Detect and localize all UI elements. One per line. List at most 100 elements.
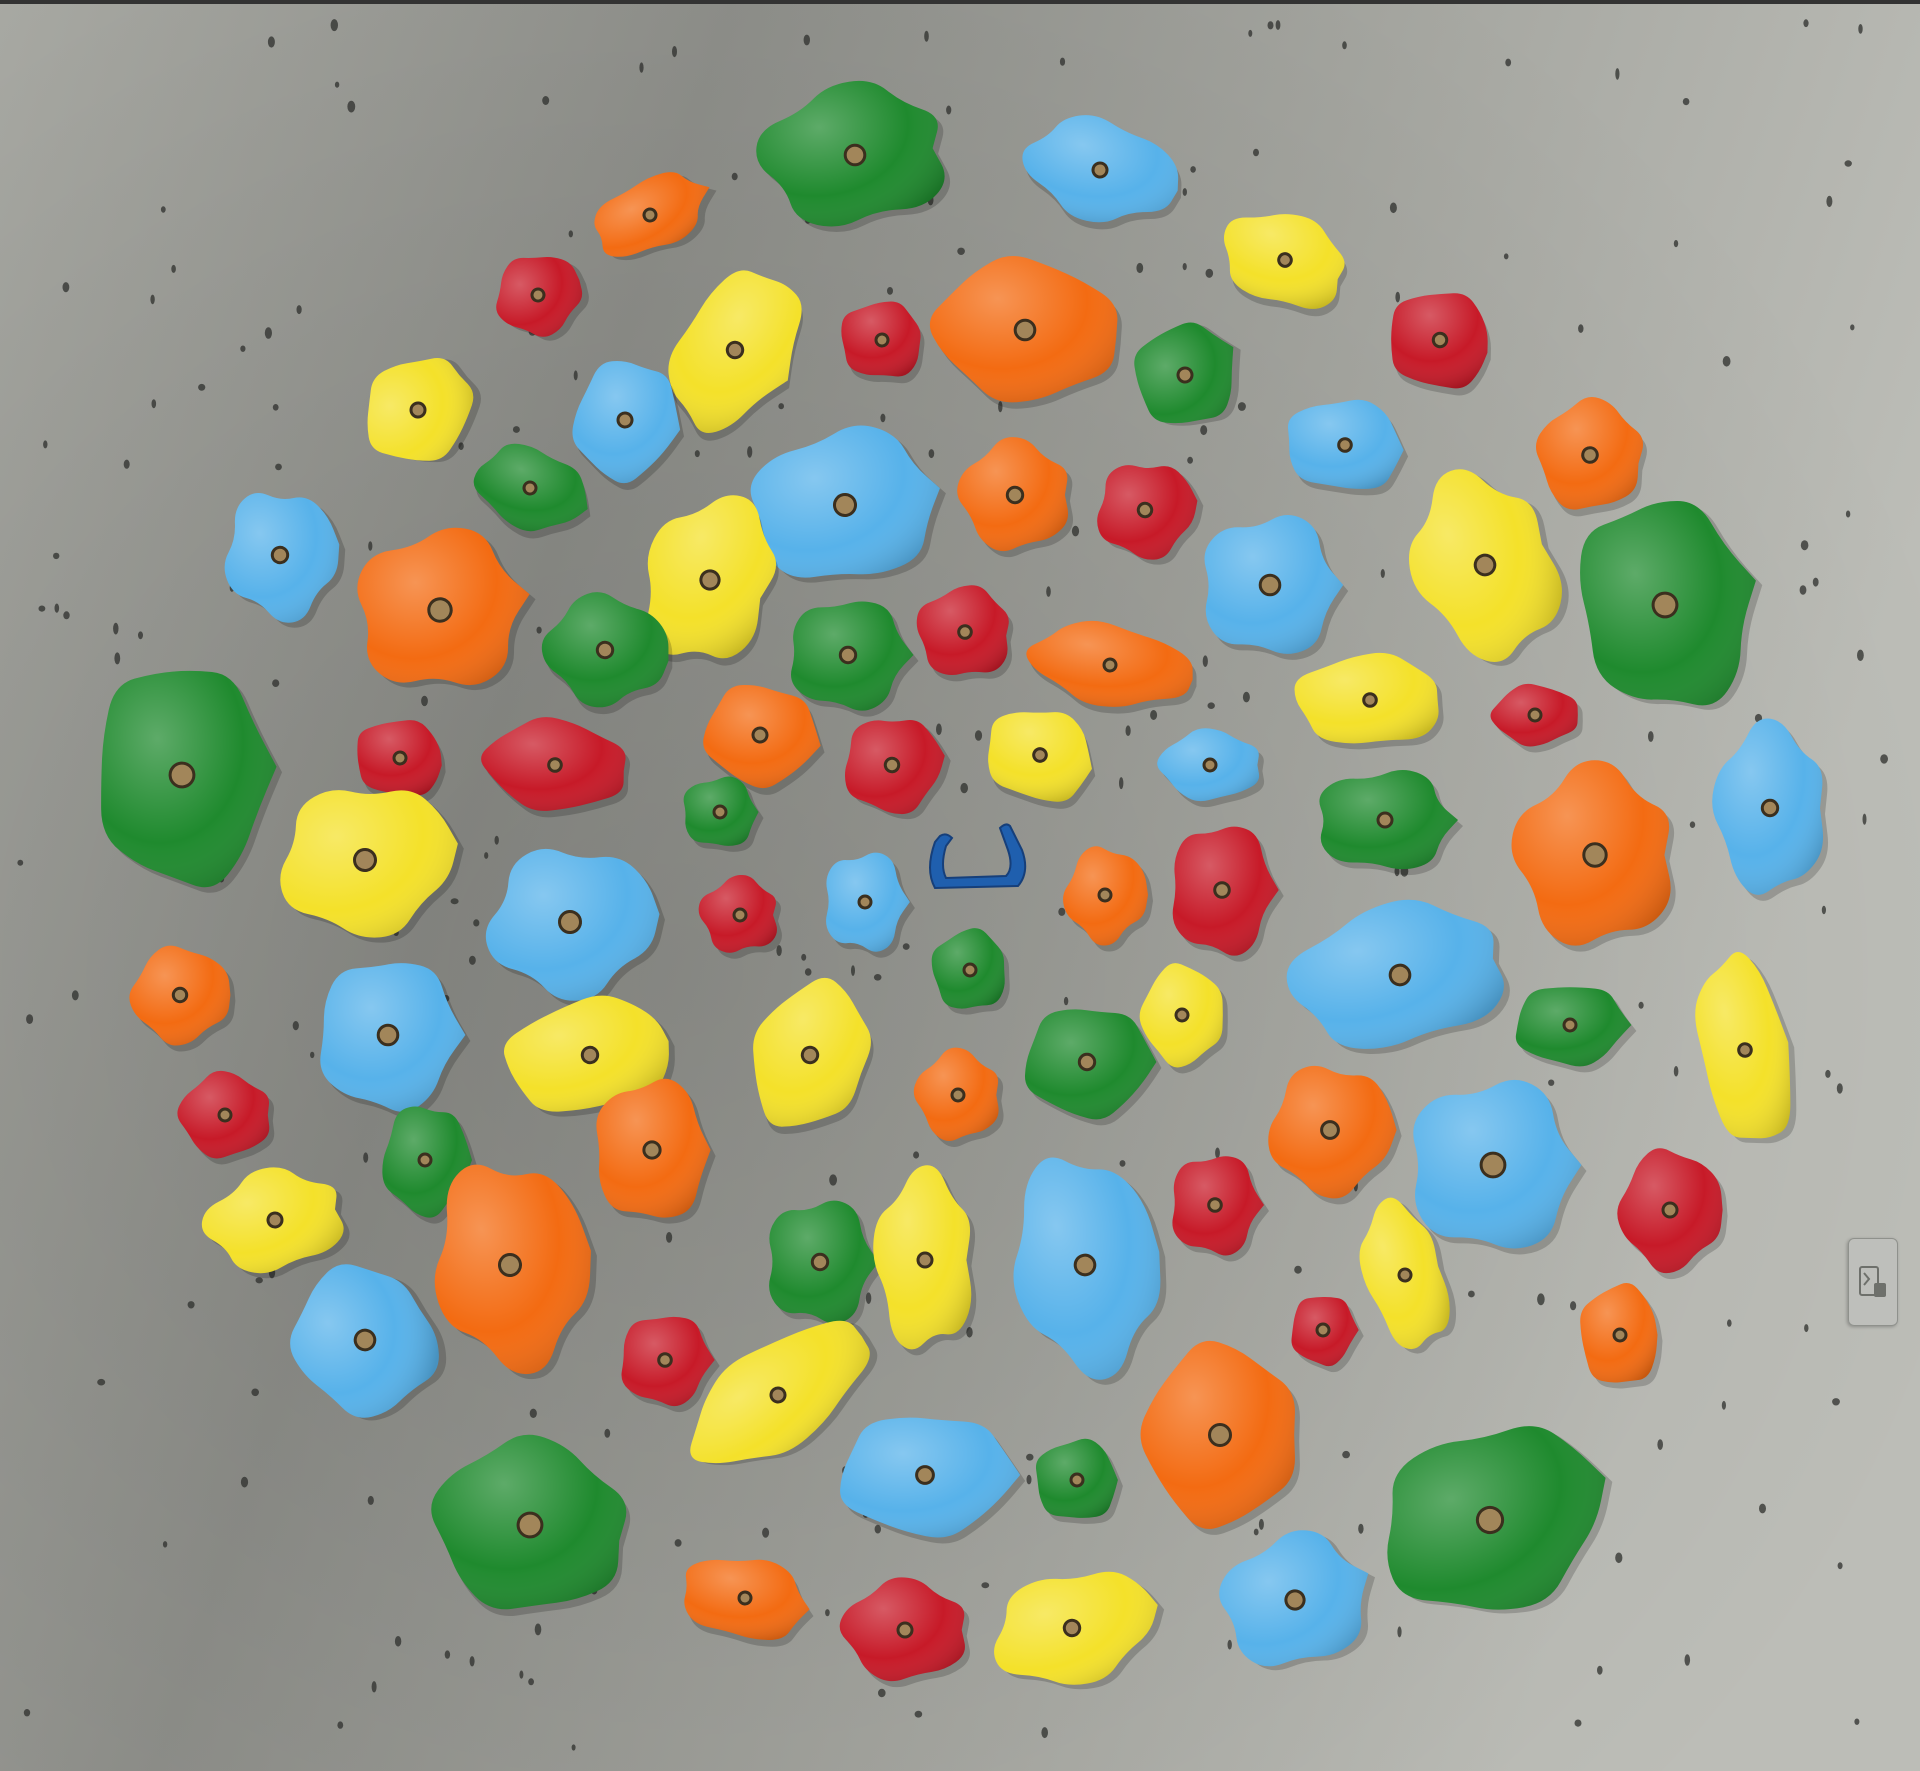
wall-hole bbox=[1200, 425, 1208, 436]
hold-orange bbox=[1026, 620, 1197, 714]
bolt-icon bbox=[1073, 1253, 1097, 1277]
wall-hole bbox=[394, 1636, 402, 1647]
bolt-icon bbox=[217, 1107, 233, 1123]
bolt-icon bbox=[1661, 1201, 1679, 1219]
wall-hole bbox=[187, 1301, 195, 1309]
hold-red bbox=[1391, 293, 1491, 396]
bolt-icon bbox=[1582, 842, 1608, 868]
wall-hole bbox=[1380, 569, 1385, 578]
wall-hole bbox=[1836, 1083, 1843, 1094]
hold-blue bbox=[485, 848, 665, 1007]
hold-orange bbox=[357, 527, 536, 691]
hold-green bbox=[1024, 1009, 1162, 1126]
bolt-icon bbox=[833, 493, 857, 517]
hold-red bbox=[1172, 826, 1284, 962]
wall-hole bbox=[1059, 57, 1066, 66]
hold-green bbox=[931, 928, 1010, 1015]
wall-hole bbox=[804, 968, 812, 976]
bolt-icon bbox=[657, 1352, 673, 1368]
hold-blue bbox=[1286, 899, 1510, 1054]
wall-hole bbox=[240, 1476, 249, 1488]
wall-hole bbox=[1063, 996, 1069, 1006]
bolt-icon bbox=[1013, 318, 1037, 342]
wall-hole bbox=[458, 442, 464, 451]
wall-hole bbox=[23, 1709, 31, 1717]
bolt-icon bbox=[1091, 161, 1109, 179]
hold-orange bbox=[1536, 396, 1647, 517]
wall-hole bbox=[880, 413, 886, 423]
hold-red bbox=[1097, 465, 1204, 565]
bolt-icon bbox=[712, 804, 728, 820]
wall-hole bbox=[1570, 1301, 1577, 1311]
wall-hole bbox=[160, 206, 166, 213]
wall-hole bbox=[639, 62, 644, 73]
bolt-icon bbox=[962, 962, 978, 978]
wall-hole bbox=[936, 723, 942, 736]
bolt-icon bbox=[168, 761, 196, 789]
bolt-icon bbox=[270, 545, 290, 565]
wall-hole bbox=[878, 1688, 886, 1698]
wall-hole bbox=[63, 611, 70, 620]
wall-hole bbox=[113, 622, 119, 635]
wall-hole bbox=[1389, 202, 1397, 214]
wall-hole bbox=[1721, 1400, 1726, 1410]
wall-hole bbox=[914, 1710, 923, 1718]
bolt-icon bbox=[950, 1087, 966, 1103]
wall-hole bbox=[1673, 1066, 1679, 1077]
wall-hole bbox=[337, 1721, 344, 1729]
wall-hole bbox=[1125, 725, 1131, 736]
hold-blue bbox=[1712, 718, 1829, 901]
hold-red bbox=[845, 720, 951, 820]
bolt-icon bbox=[1562, 1017, 1578, 1033]
wall-hole bbox=[469, 1656, 475, 1667]
hold-green bbox=[756, 80, 951, 233]
hold-orange bbox=[703, 684, 825, 795]
wall-hole bbox=[1503, 253, 1509, 260]
wall-hole bbox=[1689, 821, 1696, 828]
side-widget-button[interactable] bbox=[1848, 1238, 1898, 1326]
bolt-icon bbox=[737, 1590, 753, 1606]
hold-blue bbox=[1157, 728, 1265, 808]
bolt-icon bbox=[427, 597, 453, 623]
wall-hole bbox=[26, 1014, 34, 1024]
wall-hole bbox=[1237, 402, 1246, 411]
bolt-icon bbox=[1337, 437, 1353, 453]
bolt-icon bbox=[522, 480, 538, 496]
wall-hole bbox=[666, 1232, 673, 1243]
wall-hole bbox=[1190, 166, 1196, 173]
bolt-icon bbox=[915, 1465, 935, 1485]
bolt-icon bbox=[1388, 963, 1412, 987]
hold-blue bbox=[290, 1264, 447, 1421]
bolt-icon bbox=[1479, 1151, 1507, 1179]
hold-yellow bbox=[994, 1571, 1165, 1690]
bolt-icon bbox=[800, 1045, 820, 1065]
wall-hole bbox=[747, 446, 753, 458]
wall-hole bbox=[568, 230, 573, 238]
wall-hole bbox=[421, 695, 428, 707]
bolt-icon bbox=[896, 1621, 914, 1639]
wall-hole bbox=[484, 852, 489, 859]
wall-hole bbox=[97, 1378, 106, 1386]
bolt-icon bbox=[1527, 707, 1543, 723]
wall-hole bbox=[1242, 691, 1250, 703]
wall-hole bbox=[1574, 1719, 1582, 1727]
wall-hole bbox=[874, 1524, 881, 1534]
wall-hole bbox=[1205, 268, 1214, 278]
hold-green bbox=[431, 1434, 631, 1617]
bolt-icon bbox=[171, 986, 189, 1004]
wall-hole bbox=[1826, 195, 1833, 208]
hold-blue bbox=[826, 852, 915, 958]
wall-hole bbox=[957, 247, 965, 255]
bolt-icon bbox=[595, 640, 615, 660]
wall-hole bbox=[776, 945, 782, 957]
bolt-icon bbox=[353, 848, 377, 872]
wall-hole bbox=[54, 603, 60, 613]
bolt-icon bbox=[1277, 252, 1293, 268]
wall-hole bbox=[998, 401, 1003, 413]
bolt-icon bbox=[699, 569, 721, 591]
hold-green bbox=[683, 776, 764, 852]
wall-hole bbox=[272, 679, 280, 687]
wall-hole bbox=[1837, 1562, 1843, 1570]
wall-hole bbox=[1548, 1079, 1555, 1086]
wall-hole bbox=[1537, 1293, 1545, 1306]
